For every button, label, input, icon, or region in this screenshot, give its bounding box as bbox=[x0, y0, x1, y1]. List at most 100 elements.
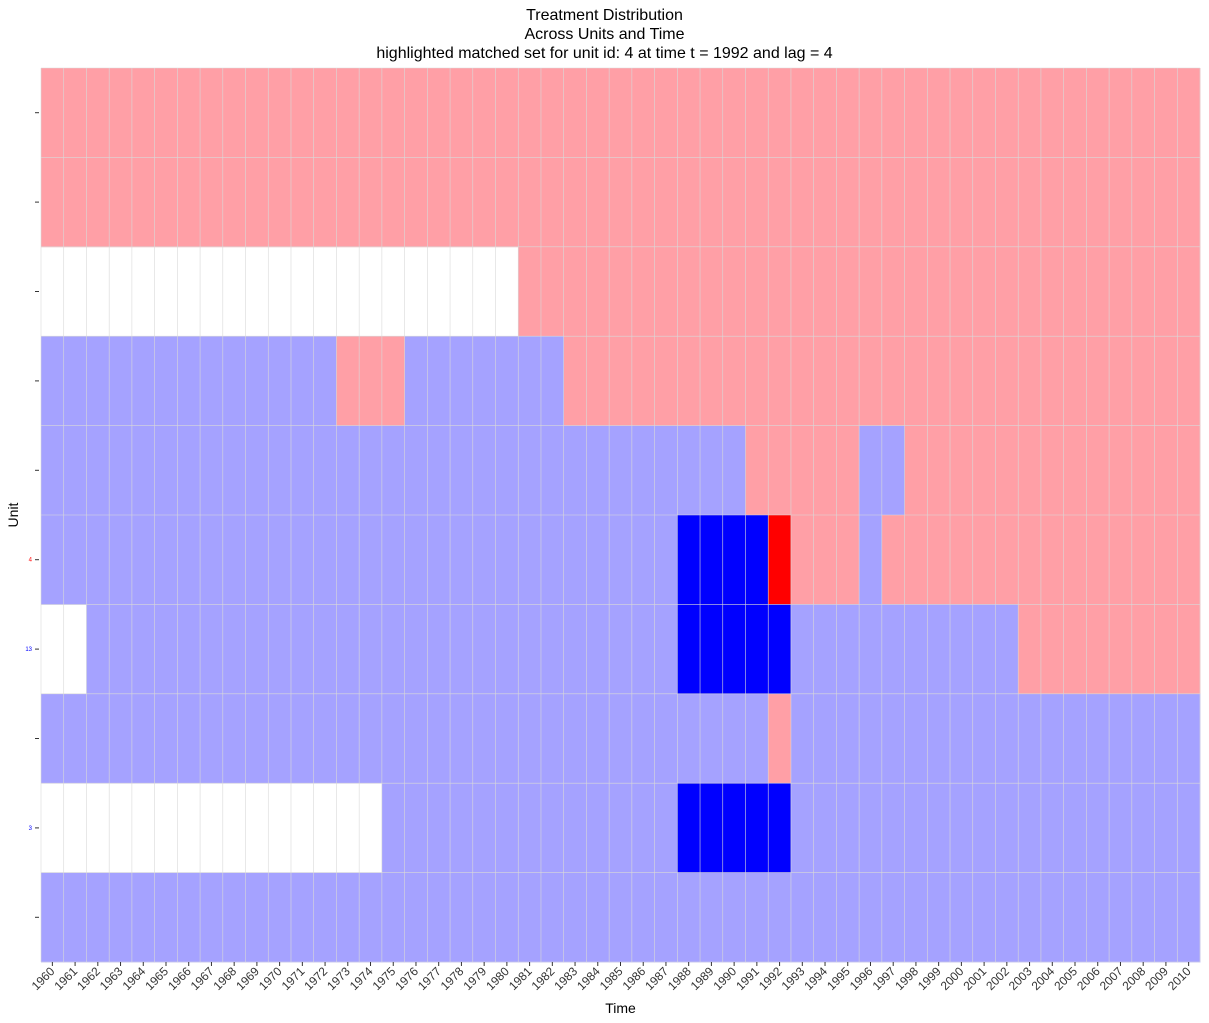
cell-control bbox=[313, 604, 337, 695]
cell-control bbox=[586, 604, 610, 695]
cell-control bbox=[359, 604, 383, 695]
cell-treated bbox=[790, 425, 815, 516]
cell-treated bbox=[472, 68, 496, 158]
cell-control bbox=[336, 425, 360, 516]
cell-treated bbox=[586, 246, 610, 337]
cell-treated bbox=[722, 157, 746, 248]
cell-treated bbox=[381, 336, 406, 426]
cell-treated bbox=[313, 157, 337, 248]
cell-treated bbox=[86, 157, 110, 248]
cell-control bbox=[495, 515, 519, 605]
x-tick-label: 2007 bbox=[1097, 964, 1126, 993]
cell-treated bbox=[427, 157, 451, 248]
cell-control bbox=[450, 872, 474, 963]
cell-control bbox=[63, 693, 87, 784]
y-tick-label: 13 bbox=[25, 647, 32, 653]
cell-treated bbox=[654, 157, 678, 248]
cell-treated bbox=[700, 246, 724, 337]
cell-control bbox=[109, 604, 133, 695]
cell-treated bbox=[768, 246, 792, 337]
x-tick-label: 1987 bbox=[642, 964, 671, 993]
y-tick-label: 3 bbox=[29, 826, 33, 832]
cell-control bbox=[700, 872, 724, 963]
cell-control bbox=[495, 336, 519, 426]
cell-treated bbox=[1040, 425, 1065, 516]
cell-control bbox=[609, 515, 633, 605]
cell-control bbox=[404, 604, 428, 695]
cell-control bbox=[1018, 783, 1042, 873]
cell-treated bbox=[245, 68, 269, 158]
cell-control bbox=[927, 604, 951, 695]
cell-control bbox=[404, 693, 428, 784]
cell-control bbox=[109, 336, 133, 426]
cell-control bbox=[813, 783, 837, 873]
cell-control bbox=[518, 336, 542, 426]
cell-control bbox=[631, 425, 655, 516]
cell-treated bbox=[1063, 157, 1087, 248]
cell-treated bbox=[927, 336, 951, 426]
cell-control bbox=[313, 515, 337, 605]
cell-control bbox=[245, 604, 269, 695]
cell-treated bbox=[836, 157, 860, 248]
x-tick-label: 2008 bbox=[1120, 964, 1149, 993]
cell-control bbox=[836, 604, 860, 695]
cell-treated bbox=[927, 68, 951, 158]
cell-treated bbox=[654, 68, 678, 158]
cell-matched bbox=[700, 515, 724, 605]
cell-treated bbox=[995, 515, 1019, 605]
cell-control bbox=[677, 872, 701, 963]
cell-treated bbox=[1063, 515, 1087, 605]
cell-treated bbox=[904, 515, 928, 605]
cell-treated bbox=[790, 157, 815, 248]
cell-treated bbox=[1109, 246, 1133, 337]
cell-control bbox=[540, 515, 565, 605]
cell-control bbox=[154, 604, 178, 695]
cell-control bbox=[654, 783, 678, 873]
cell-treated bbox=[1063, 604, 1087, 695]
cell-control bbox=[722, 872, 746, 963]
cell-treated bbox=[1086, 157, 1110, 248]
cell-control bbox=[313, 425, 337, 516]
cell-control bbox=[813, 872, 837, 963]
cell-treated bbox=[972, 157, 996, 248]
cell-control bbox=[790, 783, 815, 873]
cell-control bbox=[540, 693, 565, 784]
cell-control bbox=[450, 604, 474, 695]
cell-treated bbox=[950, 246, 974, 337]
cell-control bbox=[131, 604, 156, 695]
cell-control bbox=[495, 872, 519, 963]
cell-control bbox=[381, 783, 406, 873]
cell-treated bbox=[790, 515, 815, 605]
cell-control bbox=[722, 425, 746, 516]
cell-treated bbox=[1018, 68, 1042, 158]
cell-control bbox=[518, 693, 542, 784]
cell-control bbox=[450, 425, 474, 516]
cell-treated bbox=[813, 68, 837, 158]
x-tick-label: 1992 bbox=[756, 964, 785, 993]
cell-treated bbox=[745, 336, 769, 426]
cell-control bbox=[881, 693, 905, 784]
cell-control bbox=[200, 872, 224, 963]
cell-treated bbox=[722, 68, 746, 158]
cell-control bbox=[518, 515, 542, 605]
cell-treated bbox=[768, 157, 792, 248]
cell-control bbox=[654, 425, 678, 516]
cell-treated bbox=[1109, 515, 1133, 605]
cell-control bbox=[1063, 872, 1087, 963]
cell-control bbox=[200, 515, 224, 605]
cell-control bbox=[86, 425, 110, 516]
cell-control bbox=[790, 693, 815, 784]
cell-control bbox=[472, 604, 496, 695]
cell-control bbox=[904, 872, 928, 963]
cell-treated bbox=[1086, 425, 1110, 516]
cell-control bbox=[450, 693, 474, 784]
cell-control bbox=[154, 515, 178, 605]
cell-control bbox=[427, 872, 451, 963]
cell-control bbox=[1131, 783, 1155, 873]
cell-treated bbox=[1131, 68, 1155, 158]
cell-control bbox=[427, 783, 451, 873]
x-tick-label: 1994 bbox=[801, 964, 830, 993]
cell-control bbox=[972, 783, 996, 873]
cell-treated bbox=[518, 157, 542, 248]
cell-treated bbox=[813, 336, 837, 426]
